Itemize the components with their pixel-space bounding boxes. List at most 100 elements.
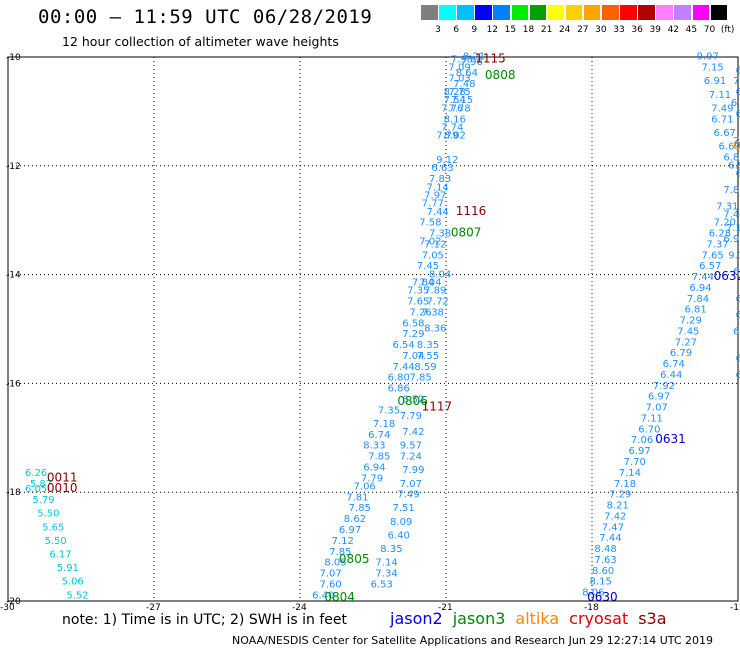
scale-swatch bbox=[511, 5, 529, 20]
wave-height-value: 7.74 bbox=[441, 122, 463, 133]
wave-height-value: 6.71 bbox=[711, 114, 733, 125]
wave-height-value: 7.42 bbox=[604, 511, 626, 522]
wave-height-value: 7.83 bbox=[429, 174, 451, 185]
scale-label: 3 bbox=[435, 25, 441, 35]
lat-label: -12 bbox=[6, 162, 21, 172]
wave-height-value: 6.26 bbox=[25, 468, 47, 479]
pass-time-label: 0806 bbox=[397, 394, 428, 408]
scale-swatch bbox=[457, 5, 474, 20]
pass-time-label: 1115 bbox=[475, 51, 506, 65]
wave-height-value: 7.44 bbox=[723, 209, 740, 220]
wave-height-value: 6.54 bbox=[392, 340, 414, 351]
lat-label: -10 bbox=[6, 53, 21, 63]
scale-swatch bbox=[583, 5, 601, 20]
wave-height-value: 6.80 bbox=[388, 373, 410, 384]
wave-height-value: 6.74 bbox=[368, 430, 390, 441]
satellite-name: s3a bbox=[638, 609, 667, 628]
scale-label: 9 bbox=[471, 25, 478, 35]
wave-height-value: 7.38 bbox=[429, 229, 451, 240]
wave-height-value: 6.94 bbox=[728, 161, 740, 172]
lon-label: -21 bbox=[438, 603, 453, 613]
wave-height-value: 6 bbox=[736, 370, 740, 381]
wave-height-value: 7.42 bbox=[402, 427, 424, 438]
wave-height-value: 6.05 bbox=[25, 484, 47, 495]
wave-height-value: 7.55 bbox=[417, 351, 439, 362]
wave-height-value: 6.67 bbox=[714, 128, 736, 139]
scale-label: 30 bbox=[595, 25, 607, 35]
wave-height-value: 8.21 bbox=[607, 501, 629, 512]
wave-height-value: 6.79 bbox=[670, 348, 692, 359]
wave-height-value: 6.6 bbox=[731, 98, 740, 109]
wave-height-value: 6.94 bbox=[363, 462, 385, 473]
wave-height-value: 7.27 bbox=[675, 337, 697, 348]
wave-height-value: 7.31 bbox=[716, 201, 738, 212]
scale-swatch bbox=[656, 5, 673, 20]
wave-height-value: 7.15 bbox=[451, 95, 473, 106]
wave-height-value: 7.29 bbox=[402, 329, 424, 340]
scale-swatch bbox=[475, 5, 492, 20]
wave-height-value: 7.85 bbox=[410, 373, 432, 384]
wave-height-value: 7.38 bbox=[422, 307, 444, 318]
scale-label: 27 bbox=[577, 25, 589, 35]
wave-height-value: 7.07 bbox=[646, 403, 668, 414]
scale-swatch bbox=[493, 5, 510, 20]
wave-height-value: 7.79 bbox=[436, 131, 458, 142]
wave-height-value: 6. bbox=[733, 326, 740, 337]
wave-height-value: 6.40 bbox=[312, 590, 334, 601]
wave-height-value: 7.54 bbox=[444, 95, 466, 106]
wave-height-value: 7.79 bbox=[400, 411, 422, 422]
satellite-name: cryosat bbox=[569, 609, 629, 628]
wave-height-value: 7.45 bbox=[417, 261, 439, 272]
wave-height-value: 7.70 bbox=[624, 457, 646, 468]
wave-height-value: 7.96 bbox=[461, 57, 483, 68]
scale-swatch bbox=[638, 5, 655, 20]
footer-credit: NOAA/NESDIS Center for Satellite Applica… bbox=[232, 634, 714, 647]
wave-height-value: 8.05 bbox=[324, 558, 346, 569]
wave-height-value: 6.53 bbox=[371, 579, 393, 590]
wave-height-value: 6.52 bbox=[402, 394, 424, 405]
wave-height-value: 8.60 bbox=[592, 566, 614, 577]
wave-height-value: 7.07 bbox=[319, 569, 341, 580]
wave-height-value: 7.92 bbox=[653, 381, 675, 392]
scale-swatch bbox=[529, 5, 547, 20]
wave-height-value: 7.44 bbox=[427, 207, 449, 218]
wave-height-value: 7.05 bbox=[422, 250, 444, 261]
wave-height-value: 7.49 bbox=[397, 490, 419, 501]
wave-height-value: 6.98 bbox=[736, 294, 740, 305]
wave-height-value: 5.50 bbox=[45, 536, 67, 547]
scale-swatch bbox=[565, 5, 583, 20]
satellite-name: altika bbox=[515, 609, 560, 628]
wave-height-value: 7.44 bbox=[599, 533, 621, 544]
wave-height-value: 6.40 bbox=[388, 530, 410, 541]
pass-time-label: 0010 bbox=[47, 481, 78, 495]
wave-height-value: 8.09 bbox=[390, 517, 412, 528]
wave-height-value: 7.48 bbox=[453, 79, 475, 90]
wave-height-value: 7.51 bbox=[392, 503, 414, 514]
wave-height-value: 7.35 bbox=[407, 286, 429, 297]
wave-height-value: 7.26 bbox=[410, 307, 432, 318]
wave-height-value: 5.52 bbox=[66, 590, 88, 601]
wave-height-value: 9.12 bbox=[436, 155, 458, 166]
wave-height-value: 6.63 bbox=[431, 163, 453, 174]
wave-height-value: 8.21 bbox=[463, 52, 485, 63]
scale-label: (ft) bbox=[720, 25, 735, 35]
pass-time-label: 1116 bbox=[456, 204, 487, 218]
lon-label: -15 bbox=[730, 603, 740, 613]
wave-height-value: 6.99 bbox=[733, 267, 740, 278]
wave-height-value: 7.20 bbox=[714, 218, 736, 229]
wave-height-value: 8.64 bbox=[456, 68, 478, 79]
wave-height-value: 7.37 bbox=[706, 239, 728, 250]
pass-time-label: 0807 bbox=[451, 226, 482, 240]
wave-height-value: 7.34 bbox=[375, 569, 397, 580]
scale-swatch bbox=[674, 5, 691, 20]
wave-height-value: 8.06 bbox=[582, 588, 604, 599]
wave-height-value: 5.79 bbox=[32, 495, 54, 506]
scale-swatch bbox=[421, 5, 438, 20]
scale-label: 18 bbox=[522, 25, 535, 35]
wave-height-value: 9.57 bbox=[400, 441, 422, 452]
wave-height-value: 7.14 bbox=[619, 468, 641, 479]
wave-height-value: 5.50 bbox=[37, 509, 59, 520]
wave-height-value: 7.75 bbox=[448, 87, 470, 98]
wave-height-value: 7.72 bbox=[427, 297, 449, 308]
wave-height-value: 7.29 bbox=[680, 316, 702, 327]
